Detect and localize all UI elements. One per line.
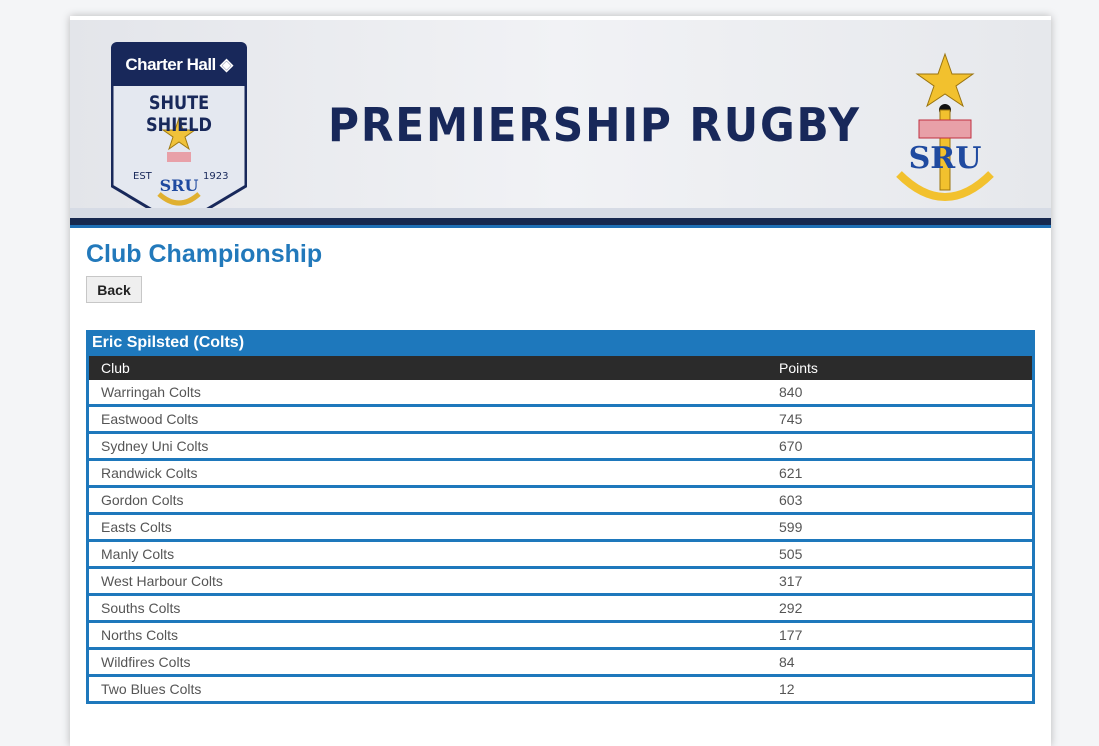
shield-title: SHUTE SHIELD <box>146 92 212 136</box>
club-points: 177 <box>767 620 1032 647</box>
club-name: Wildfires Colts <box>89 647 767 674</box>
page-title: Club Championship <box>86 240 323 268</box>
sponsor-name: Charter Hall <box>125 55 216 74</box>
table-row: Eastwood Colts 745 <box>89 404 1032 431</box>
club-points: 505 <box>767 539 1032 566</box>
club-name: Easts Colts <box>89 512 767 539</box>
club-name: West Harbour Colts <box>89 566 767 593</box>
table-row: Sydney Uni Colts 670 <box>89 431 1032 458</box>
club-name: Manly Colts <box>89 539 767 566</box>
svg-text:EST: EST <box>133 171 153 182</box>
table-row: Gordon Colts 603 <box>89 485 1032 512</box>
club-points: 670 <box>767 431 1032 458</box>
shute-shield-logo: Charter Hall ◈ EST 1923 SRU SHUTE SHIELD <box>111 42 247 226</box>
club-name: Eastwood Colts <box>89 404 767 431</box>
table-row: Warringah Colts 840 <box>89 380 1032 404</box>
header-banner: Charter Hall ◈ EST 1923 SRU SHUTE SHIELD… <box>70 20 1051 228</box>
club-name: Warringah Colts <box>89 380 767 404</box>
table-caption: Eric Spilsted (Colts) <box>92 334 245 351</box>
page: Charter Hall ◈ EST 1923 SRU SHUTE SHIELD… <box>70 16 1051 746</box>
table-row: Randwick Colts 621 <box>89 458 1032 485</box>
standings-table: Club Points Warringah Colts 840 Eastwood C… <box>89 356 1032 701</box>
svg-text:SRU: SRU <box>909 141 982 176</box>
column-header-club: Club <box>89 356 767 380</box>
club-name: Souths Colts <box>89 593 767 620</box>
sru-logo: SRU <box>896 52 994 201</box>
table-row: Souths Colts 292 <box>89 593 1032 620</box>
standings-table-box: Eric Spilsted (Colts) Club Points Warrin… <box>86 330 1035 704</box>
club-points: 621 <box>767 458 1032 485</box>
club-points: 12 <box>767 674 1032 701</box>
club-name: Norths Colts <box>89 620 767 647</box>
club-points: 745 <box>767 404 1032 431</box>
table-row: Two Blues Colts 12 <box>89 674 1032 701</box>
club-name: Two Blues Colts <box>89 674 767 701</box>
svg-text:1923: 1923 <box>203 171 228 182</box>
back-button[interactable]: Back <box>86 276 142 303</box>
club-points: 603 <box>767 485 1032 512</box>
shield-outline-icon: EST 1923 SRU <box>111 86 247 226</box>
club-name: Gordon Colts <box>89 485 767 512</box>
club-points: 317 <box>767 566 1032 593</box>
table-row: Easts Colts 599 <box>89 512 1032 539</box>
club-points: 84 <box>767 647 1032 674</box>
club-points: 292 <box>767 593 1032 620</box>
table-row: West Harbour Colts 317 <box>89 566 1032 593</box>
headline: PREMIERSHIP RUGBY <box>328 98 861 152</box>
club-points: 840 <box>767 380 1032 404</box>
table-row: Wildfires Colts 84 <box>89 647 1032 674</box>
svg-text:SRU: SRU <box>160 176 199 195</box>
club-points: 599 <box>767 512 1032 539</box>
column-header-points: Points <box>767 356 1032 380</box>
table-row: Norths Colts 177 <box>89 620 1032 647</box>
club-name: Randwick Colts <box>89 458 767 485</box>
table-row: Manly Colts 505 <box>89 539 1032 566</box>
club-name: Sydney Uni Colts <box>89 431 767 458</box>
charter-hall-icon: ◈ <box>220 55 233 74</box>
